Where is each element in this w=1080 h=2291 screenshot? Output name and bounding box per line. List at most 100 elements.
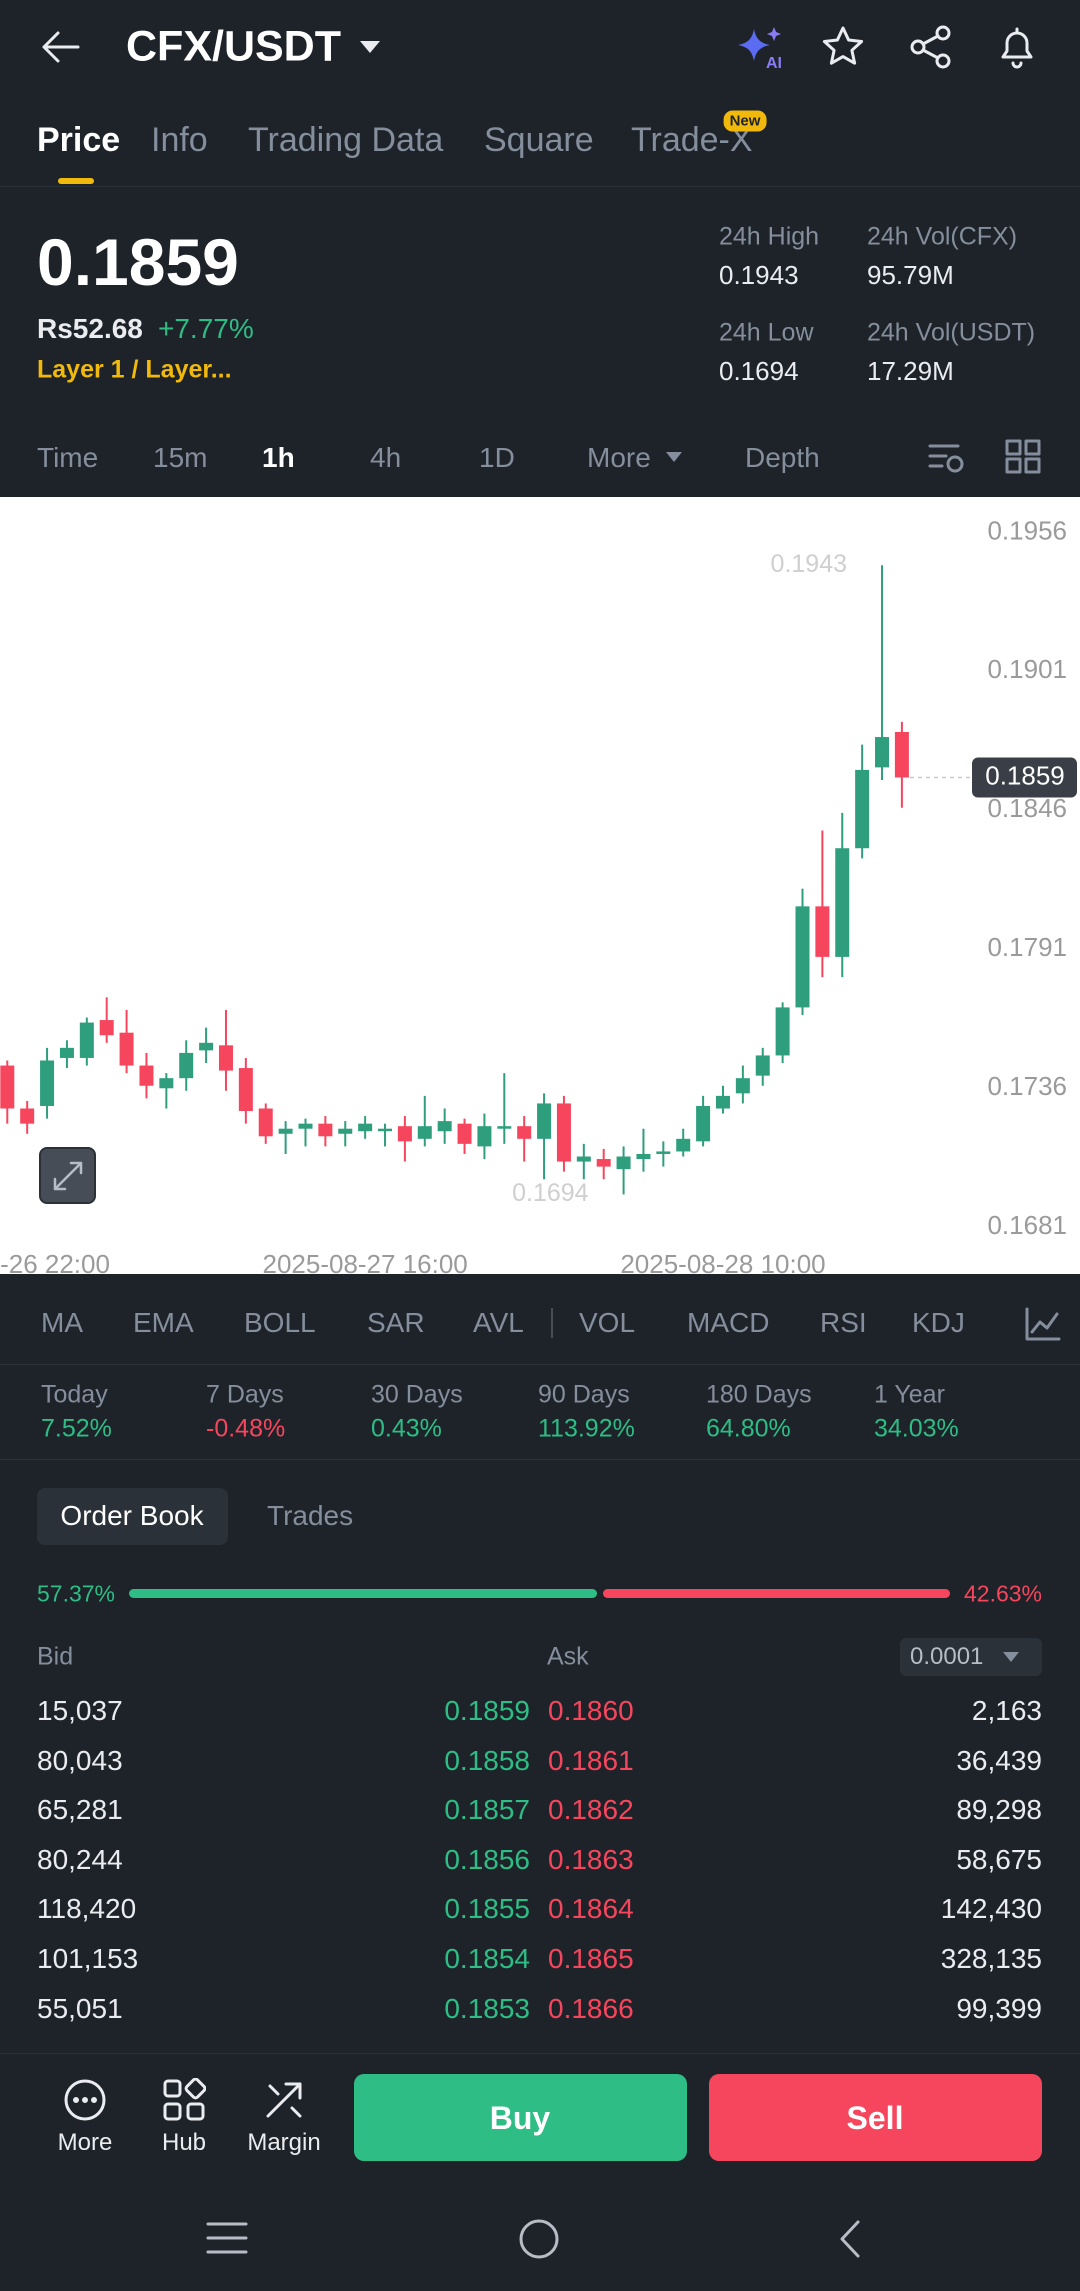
buy-button[interactable] [354,2074,687,2161]
ask-quantity: 2,163 [971,1695,1042,1726]
sell-label[interactable]: Sell [846,2100,904,2136]
candle-body [437,1121,452,1132]
more-icon[interactable] [63,2078,107,2122]
candle-body [99,1020,114,1036]
stat-value: 95.79M [867,260,954,290]
indicator-tab[interactable]: AVL [473,1307,524,1338]
sell-button[interactable] [709,2074,1042,2161]
precision-dropdown[interactable] [1001,1650,1021,1664]
more-dropdown[interactable] [664,450,684,464]
bid-header: Bid [37,1642,74,1671]
candle-body [894,731,909,778]
sector-tag[interactable]: Layer 1 / Layer... [37,355,232,384]
tab[interactable]: Info [151,121,208,159]
candle-body [417,1126,432,1139]
candle-body [537,1103,552,1139]
candle-body [278,1128,293,1134]
trades-tab[interactable]: Trades [267,1500,354,1531]
period-change: 7.52% [41,1414,112,1443]
bid-quantity: 15,037 [37,1695,123,1726]
indicator-tab[interactable]: RSI [820,1307,867,1338]
alert-button[interactable] [994,24,1040,70]
indicator-tab[interactable]: MA [41,1307,83,1338]
buy-label[interactable]: Buy [489,2100,551,2136]
tab[interactable]: Price [37,121,121,159]
price-change: +7.77% [158,313,254,344]
order-book-tab[interactable]: Order Book [60,1500,204,1531]
stat-label: 24h Low [719,318,814,347]
tab[interactable]: Square [484,121,594,159]
interval-tab[interactable]: 4h [370,442,402,473]
action-label[interactable]: Hub [161,2129,207,2156]
bid-quantity: 101,153 [37,1943,139,1974]
action-label[interactable]: Margin [247,2129,321,2156]
candle-body [338,1128,353,1134]
interval-tab[interactable]: More [587,442,651,473]
indicator-tab[interactable]: BOLL [244,1307,316,1338]
interval-tab[interactable]: Depth [745,442,820,473]
svg-text:AI: AI [766,55,782,71]
candle-body [358,1123,373,1132]
ask-price: 0.1862 [548,1794,634,1826]
nav-home[interactable] [518,2218,560,2260]
back-button[interactable] [38,25,84,69]
indicator-tab[interactable]: MACD [687,1307,770,1338]
period-change: 64.80% [706,1414,791,1443]
precision-value[interactable]: 0.0001 [910,1643,984,1670]
interval-tab[interactable]: 1h [262,442,295,473]
stat-value: 0.1943 [719,260,799,290]
chart-background [0,497,1080,1274]
candle-body [457,1123,472,1144]
favorite-button[interactable] [820,24,866,70]
fullscreen-button[interactable] [39,1147,96,1204]
nav-menu[interactable] [205,2218,249,2258]
y-tick-label: 0.1791 [987,932,1067,962]
candle-body [715,1095,730,1109]
precision-selector[interactable] [900,1638,1042,1676]
interval-tab[interactable]: Time [37,442,99,473]
nav-back[interactable] [834,2218,866,2260]
period-label: 180 Days [706,1380,812,1409]
candle-body [40,1060,55,1106]
ask-quantity: 58,675 [956,1843,1042,1875]
bid-price: 0.1857 [444,1794,530,1826]
ai-icon[interactable]: AI [736,25,786,71]
layout-toggle[interactable] [1004,438,1044,476]
last-price: 0.1859 [37,225,239,299]
candle-body [835,848,850,957]
pair-dropdown[interactable] [358,38,382,56]
y-tick-label: 0.1846 [987,793,1067,823]
low-annotation: 0.1694 [512,1179,589,1207]
indicator-tab[interactable]: SAR [367,1307,425,1338]
candle-body [477,1126,492,1147]
candle-body [576,1156,591,1162]
candle-body [0,1065,15,1109]
tab[interactable]: Trading Data [248,121,444,159]
indicator-tab[interactable]: VOL [579,1307,636,1338]
pair-title[interactable]: CFX/USDT [126,22,341,71]
ask-quantity: 142,430 [940,1893,1042,1925]
chart-settings[interactable] [926,438,966,476]
stat-value: 0.1694 [719,356,799,386]
candle-body [596,1159,611,1167]
action-label[interactable]: More [57,2129,113,2156]
y-tick-label: 0.1956 [987,515,1067,545]
candle-body [218,1045,233,1071]
stat-label: 24h Vol(USDT) [867,318,1036,347]
new-badge: New [723,110,767,132]
bid-price: 0.1856 [444,1843,530,1875]
x-tick-label: 2025-08-28 10:00 [620,1249,825,1274]
indicator-tab[interactable]: KDJ [912,1307,965,1338]
candlestick-chart: 0.1681 0.1736 0.1791 0.1846 0.1901 0.1956 2025… [0,497,1080,1274]
period-change: 0.43% [371,1414,442,1443]
share-button[interactable] [908,24,954,70]
hub-icon[interactable] [162,2078,206,2122]
indicator-tab[interactable]: EMA [133,1307,194,1338]
interval-tab[interactable]: 15m [153,442,208,473]
indicator-settings[interactable] [1024,1306,1062,1342]
interval-tab[interactable]: 1D [479,442,515,473]
ask-ratio: 42.63% [963,1580,1042,1607]
bid-quantity: 80,043 [37,1744,123,1776]
ask-price: 0.1860 [548,1695,634,1726]
margin-icon[interactable] [262,2078,306,2122]
